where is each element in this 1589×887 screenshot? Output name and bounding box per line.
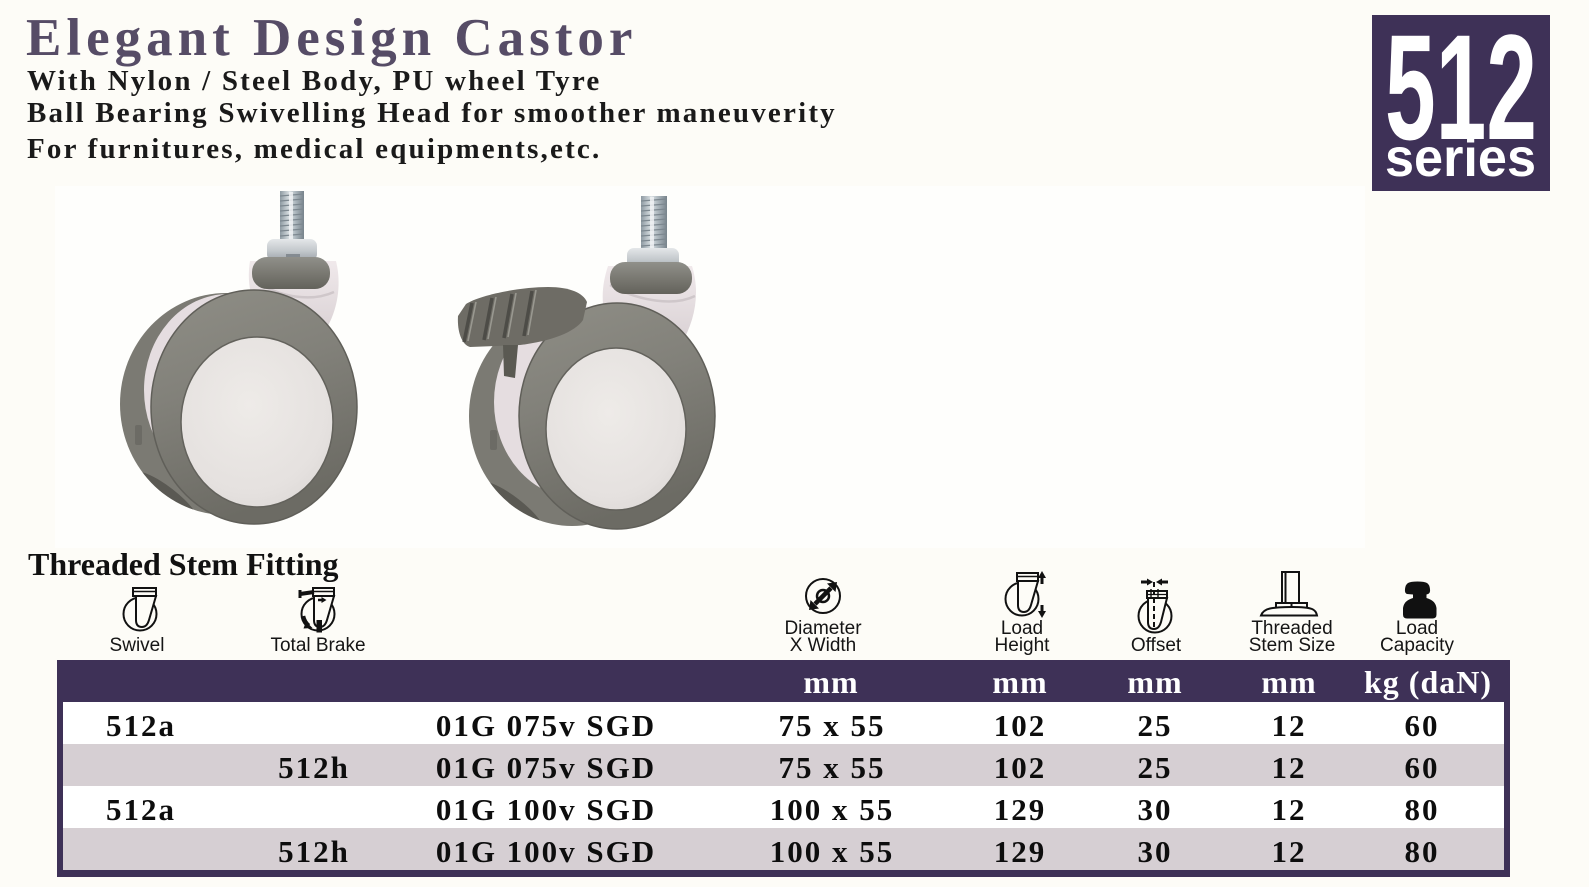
svg-text:512: 512 — [1385, 15, 1537, 171]
svg-text:series: series — [1385, 128, 1536, 188]
